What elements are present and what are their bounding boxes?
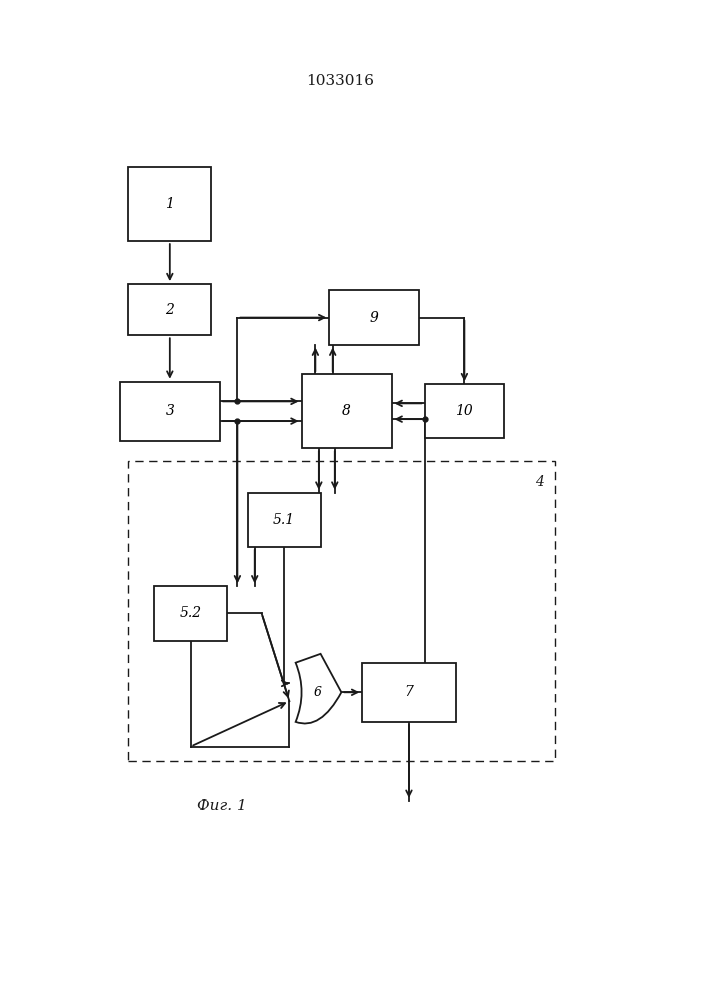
Bar bbox=[128, 284, 211, 335]
Text: 7: 7 bbox=[404, 685, 414, 699]
Text: 4: 4 bbox=[535, 475, 544, 489]
Bar bbox=[329, 290, 419, 345]
Bar bbox=[119, 382, 220, 441]
Bar bbox=[247, 493, 320, 547]
Bar bbox=[128, 167, 211, 241]
Text: 8: 8 bbox=[342, 404, 351, 418]
Bar bbox=[154, 586, 227, 641]
Bar bbox=[301, 374, 392, 448]
Bar bbox=[128, 461, 554, 761]
Text: Фиг. 1: Фиг. 1 bbox=[197, 799, 247, 813]
Text: 10: 10 bbox=[455, 404, 473, 418]
Text: 9: 9 bbox=[370, 311, 379, 325]
PathPatch shape bbox=[296, 654, 341, 724]
Text: 6: 6 bbox=[314, 686, 322, 699]
Text: 5.2: 5.2 bbox=[180, 606, 201, 620]
Bar bbox=[424, 384, 504, 438]
Text: 2: 2 bbox=[165, 303, 174, 317]
Text: 3: 3 bbox=[165, 404, 174, 418]
Text: 1033016: 1033016 bbox=[305, 74, 373, 88]
Bar bbox=[362, 663, 456, 722]
Text: 1: 1 bbox=[165, 197, 174, 211]
Text: 5.1: 5.1 bbox=[273, 513, 296, 527]
